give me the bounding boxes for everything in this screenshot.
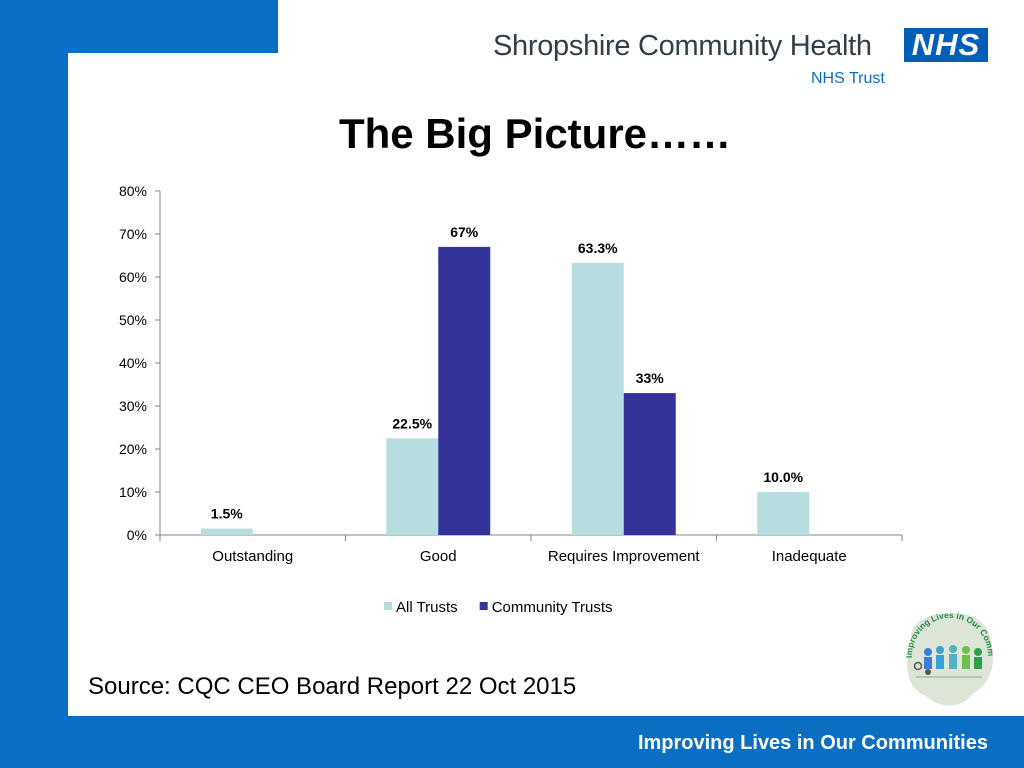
improving-lives-emblem: Improving Lives in Our Communities <box>898 604 996 706</box>
bars <box>200 246 810 535</box>
org-subtitle: NHS Trust <box>811 70 885 87</box>
y-tick-label: 20% <box>119 441 147 457</box>
bar <box>623 393 676 535</box>
bar <box>386 438 439 535</box>
x-axis: Outstanding Good Requires Improvement Inade… <box>159 534 903 565</box>
y-tick-label: 10% <box>119 484 147 500</box>
legend-label: All Trusts <box>396 599 458 616</box>
y-tick-label: 0% <box>127 527 147 543</box>
data-label: 22.5% <box>392 415 432 431</box>
x-tick-label: Good <box>420 548 457 565</box>
bar-chart: 0% 10% 20% 30% 40% 50% 60% 70% 80% Outstanding Go… <box>119 183 903 616</box>
x-tick-label: Inadequate <box>772 548 847 565</box>
y-tick-label: 60% <box>119 269 147 285</box>
data-label: 63.3% <box>578 240 618 256</box>
legend-label: Community Trusts <box>492 599 613 616</box>
y-tick-label: 80% <box>119 183 147 199</box>
bar <box>438 246 491 535</box>
nhs-logo: NHS <box>904 28 988 62</box>
data-label: 1.5% <box>211 506 243 522</box>
y-tick-label: 30% <box>119 398 147 414</box>
top-accent-block <box>68 0 278 53</box>
legend-swatch <box>479 602 488 610</box>
y-tick-label: 50% <box>119 312 147 328</box>
y-tick-label: 40% <box>119 355 147 371</box>
y-axis: 0% 10% 20% 30% 40% 50% 60% 70% 80% <box>119 183 161 543</box>
legend-swatch <box>384 602 392 610</box>
footer-tagline: Improving Lives in Our Communities <box>637 732 988 754</box>
bar <box>200 528 253 535</box>
data-label: 10.0% <box>763 469 803 485</box>
data-labels: 1.5% 22.5% 63.3% 10.0% 67% 33% <box>211 224 804 522</box>
source-note: Source: CQC CEO Board Report 22 Oct 2015 <box>88 673 577 700</box>
page-title: The Big Picture…… <box>338 110 732 157</box>
x-tick-label: Outstanding <box>212 548 293 565</box>
org-name: Shropshire Community Health <box>493 30 872 62</box>
data-label: 33% <box>636 370 665 386</box>
left-accent-bar <box>0 0 68 768</box>
bar <box>757 492 810 535</box>
x-tick-label: Requires Improvement <box>548 548 701 565</box>
footer-bar: Improving Lives in Our Communities <box>0 716 1024 768</box>
legend: All Trusts Community Trusts <box>384 599 613 616</box>
bar <box>571 262 624 535</box>
data-label: 67% <box>450 224 479 240</box>
y-tick-label: 70% <box>119 226 147 242</box>
